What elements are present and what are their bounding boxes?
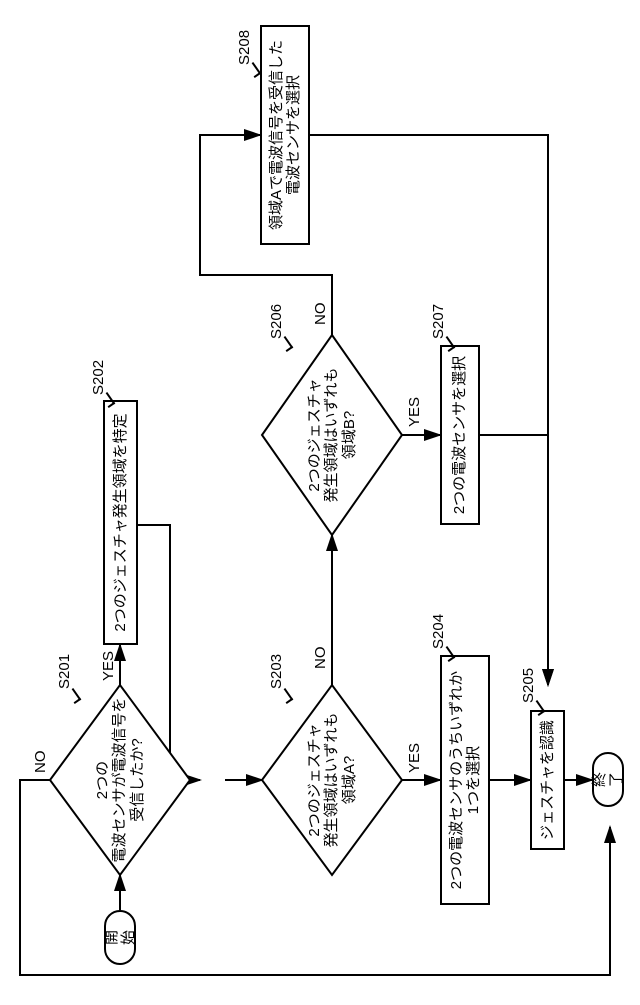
edge-s206-no: NO: [312, 303, 329, 326]
decision-s206: 2つのジェスチャ発生領域はいずれも領域B?: [262, 335, 402, 535]
edge-s203-no: NO: [312, 647, 329, 670]
step-s204: S204: [430, 614, 447, 649]
process-s202-text: 2つのジェスチャ発生領域を特定: [112, 413, 129, 631]
process-s208: 領域Aで電波信号を受信した電波センサを選択: [260, 25, 310, 245]
edge-s203-yes: YES: [406, 743, 423, 773]
process-s205-text: ジェスチャを認識: [539, 720, 556, 840]
process-s204: 2つの電波センサのうちいずれか1つを選択: [440, 655, 490, 905]
step-s203: S203: [268, 654, 285, 689]
decision-s201-text: 2つの電波センサが電波信号を受信したか?: [94, 692, 146, 869]
decision-s206-text: 2つのジェスチャ発生領域はいずれも領域B?: [306, 362, 358, 509]
terminal-end: 終了: [592, 752, 624, 807]
step-s205: S205: [520, 668, 537, 703]
process-s204-text: 2つの電波センサのうちいずれか1つを選択: [448, 671, 483, 889]
process-s205: ジェスチャを認識: [530, 710, 565, 850]
decision-s203: 2つのジェスチャ発生領域はいずれも領域A?: [262, 685, 402, 875]
edge-s201-yes: YES: [100, 651, 117, 681]
step-s208: S208: [236, 30, 253, 65]
decision-s203-text: 2つのジェスチャ発生領域はいずれも領域A?: [306, 707, 358, 854]
step-s206: S206: [268, 304, 285, 339]
process-s207-text: 2つの電波センサを選択: [451, 356, 468, 514]
process-s208-text: 領域Aで電波信号を受信した電波センサを選択: [268, 40, 303, 230]
terminal-start-label: 開始: [103, 926, 138, 949]
terminal-start: 開始: [104, 910, 136, 965]
step-s202: S202: [90, 360, 107, 395]
edge-s206-yes: YES: [406, 397, 423, 427]
step-s201: S201: [56, 654, 73, 689]
edge-s201-no: NO: [32, 751, 49, 774]
process-s202: 2つのジェスチャ発生領域を特定: [103, 400, 138, 645]
decision-s201: 2つの電波センサが電波信号を受信したか?: [50, 685, 190, 875]
terminal-end-label: 終了: [591, 768, 626, 791]
process-s207: 2つの電波センサを選択: [440, 345, 480, 525]
step-s207: S207: [430, 304, 447, 339]
